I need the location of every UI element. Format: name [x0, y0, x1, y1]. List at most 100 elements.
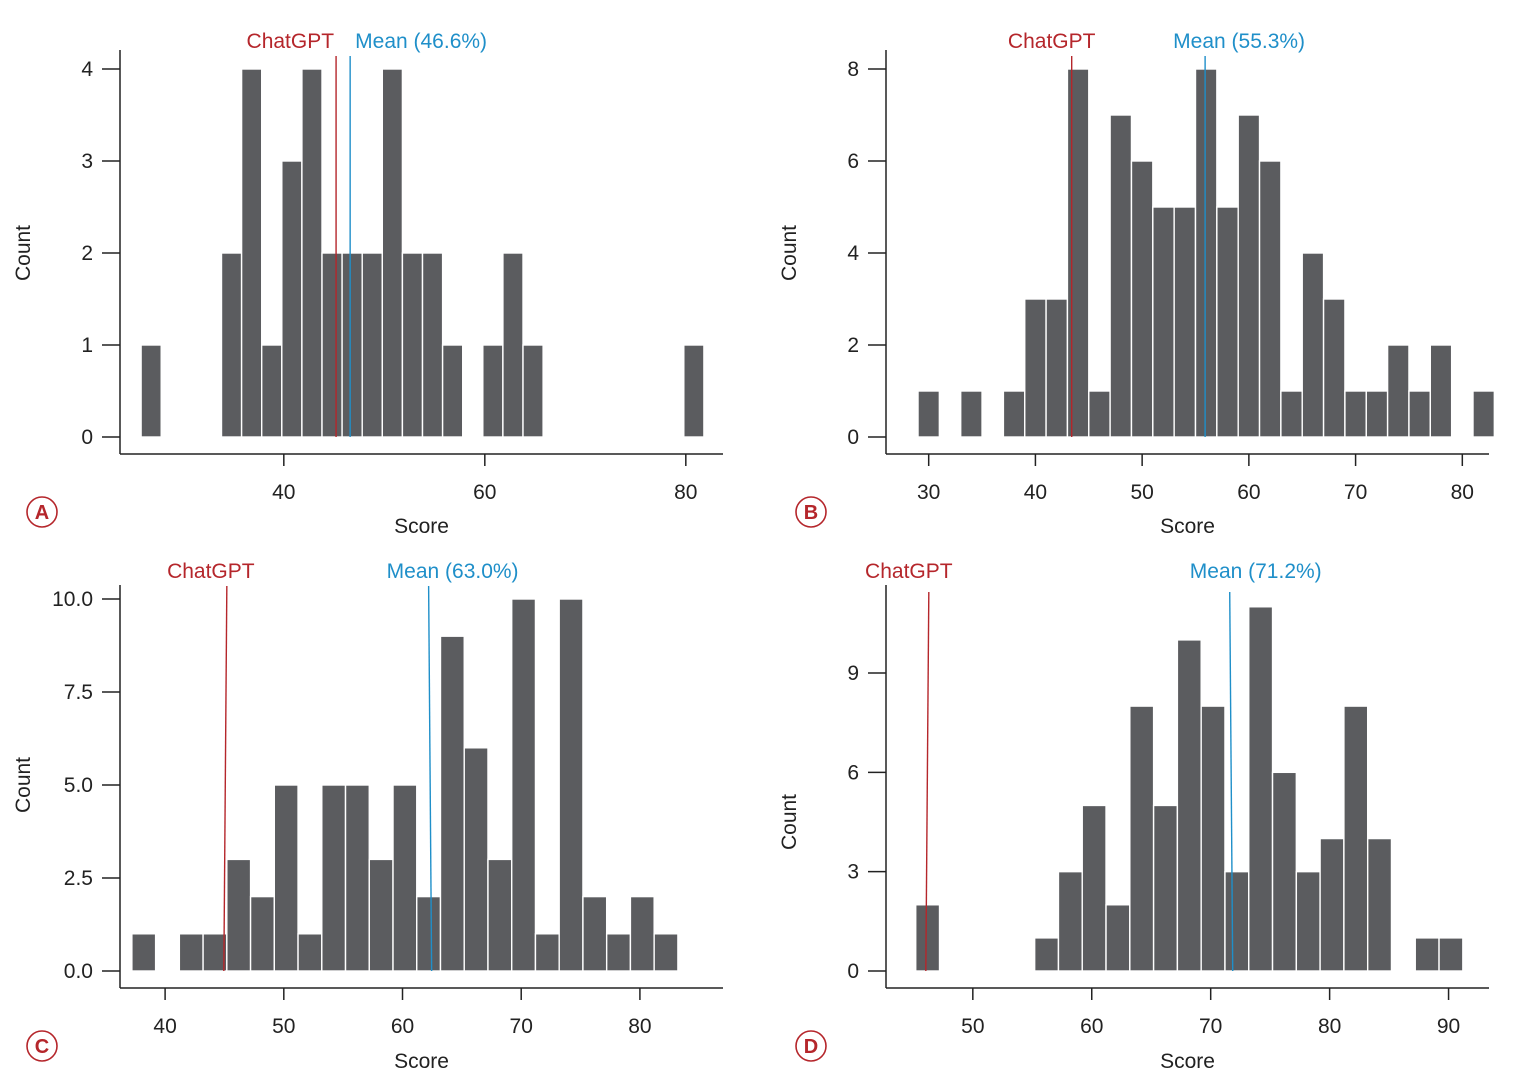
histogram-bar — [240, 68, 263, 438]
x-tick-label: 70 — [1344, 481, 1367, 504]
histogram-bar — [917, 390, 941, 438]
histogram-bars — [140, 68, 705, 438]
histogram-bar — [220, 252, 243, 438]
histogram-bar — [1344, 390, 1367, 438]
histogram-bar — [273, 784, 299, 972]
x-tick-label: 50 — [1130, 481, 1153, 504]
panel-letter-badge — [26, 496, 58, 528]
histogram-bar — [416, 895, 442, 972]
histogram-bar — [421, 252, 444, 438]
panel-letter-badge — [795, 1030, 827, 1062]
x-tick-label: 60 — [1080, 1015, 1103, 1038]
histogram-bar — [1271, 771, 1298, 972]
x-tick-label: 50 — [961, 1015, 984, 1038]
histogram-bar — [1248, 606, 1274, 972]
x-tick-label: 30 — [917, 481, 940, 504]
chatgpt-label: ChatGPT — [247, 30, 335, 53]
chatgpt-label: ChatGPT — [1008, 30, 1096, 53]
histogram-bar — [511, 598, 537, 972]
mean-label: Mean (63.0%) — [387, 560, 519, 583]
histogram-bar — [1088, 390, 1111, 438]
panel-letter: A — [35, 502, 49, 524]
histogram-bar — [1319, 837, 1345, 972]
histogram-bar — [482, 344, 504, 438]
y-tick-label: 0.0 — [64, 960, 93, 983]
histogram-bar — [401, 252, 424, 438]
histogram-bar — [361, 252, 384, 438]
histogram-bar — [629, 895, 655, 972]
histogram-bar — [1194, 68, 1218, 438]
mean-label: Mean (55.3%) — [1173, 30, 1305, 53]
histogram-bar — [1152, 206, 1175, 438]
x-tick-label: 80 — [674, 481, 697, 504]
histogram-bar — [178, 933, 204, 972]
x-tick-label: 40 — [153, 1015, 176, 1038]
histogram-bar — [1429, 344, 1453, 438]
y-tick-label: 0 — [847, 960, 859, 983]
histogram-bar — [1295, 870, 1321, 972]
y-tick-label: 10.0 — [52, 588, 93, 611]
x-tick-label: 60 — [473, 481, 496, 504]
mean-label: Mean (46.6%) — [355, 30, 487, 53]
histogram-bar — [915, 904, 941, 972]
panel-c: 0.0 2.5 5.0 7.5 10.0 40 50 60 70 80 Score Count Chat… — [12, 560, 723, 1073]
histogram-bar — [605, 933, 632, 972]
y-tick-label: 3 — [81, 150, 93, 173]
x-tick-label: 40 — [1024, 481, 1047, 504]
chatgpt-score-line — [925, 591, 930, 972]
histogram-bar — [321, 252, 343, 438]
histogram-bar — [381, 68, 404, 438]
panel-letter-badge — [26, 1030, 58, 1062]
x-tick-label: 60 — [1237, 481, 1260, 504]
histogram-bar — [1045, 298, 1069, 438]
y-tick-label: 2.5 — [64, 867, 93, 890]
histogram-bar — [1176, 639, 1202, 972]
y-tick-label: 9 — [847, 662, 859, 685]
y-axis-title: Count — [778, 794, 801, 850]
histogram-bar — [582, 895, 608, 972]
mean-score-line — [1229, 591, 1234, 972]
y-tick-label: 5.0 — [64, 774, 93, 797]
x-axis-title: Score — [1160, 1050, 1215, 1073]
histogram-bar — [1438, 937, 1464, 972]
y-tick-label: 2 — [81, 242, 93, 265]
histogram-bar — [1224, 870, 1250, 972]
chatgpt-label: ChatGPT — [865, 560, 953, 583]
mean-score-line — [427, 585, 433, 972]
histogram-bar — [1343, 705, 1369, 972]
x-tick-label: 80 — [1318, 1015, 1341, 1038]
histogram-bar — [1280, 390, 1303, 438]
panel-letter: C — [35, 1036, 49, 1058]
x-tick-label: 70 — [1199, 1015, 1222, 1038]
y-tick-label: 0 — [81, 426, 93, 449]
histogram-bar — [522, 344, 544, 438]
y-tick-label: 3 — [847, 861, 859, 884]
y-tick-label: 1 — [81, 334, 93, 357]
chatgpt-label: ChatGPT — [167, 560, 255, 583]
histogram-bar — [226, 858, 252, 972]
histogram-bar — [1066, 68, 1090, 438]
histogram-bar — [344, 784, 370, 972]
histogram-bar — [1033, 937, 1060, 972]
histogram-bar — [960, 390, 983, 438]
histogram-bar — [1216, 206, 1239, 438]
histogram-bar — [341, 252, 363, 438]
x-axis-title: Score — [1160, 515, 1215, 538]
panel-letter: B — [804, 502, 818, 524]
histogram-bar — [1365, 390, 1389, 438]
histogram-bars — [131, 598, 679, 972]
histogram-bar — [1173, 206, 1197, 438]
y-tick-label: 2 — [847, 334, 859, 357]
chatgpt-score-line — [223, 585, 228, 972]
histogram-bar — [653, 933, 679, 972]
histogram-bar — [1130, 160, 1154, 438]
histogram-bar — [683, 344, 705, 438]
histogram-bar — [321, 784, 347, 972]
histogram-bar — [249, 895, 276, 972]
y-axis-title: Count — [778, 225, 801, 281]
panel-letter-badge — [795, 496, 827, 528]
y-tick-label: 6 — [847, 761, 859, 784]
histogram-bar — [463, 747, 489, 972]
histogram-bar — [439, 635, 465, 972]
panel-d: 0 3 6 9 50 60 70 80 90 Score Count ChatGPT Mean (71.… — [778, 560, 1489, 1073]
